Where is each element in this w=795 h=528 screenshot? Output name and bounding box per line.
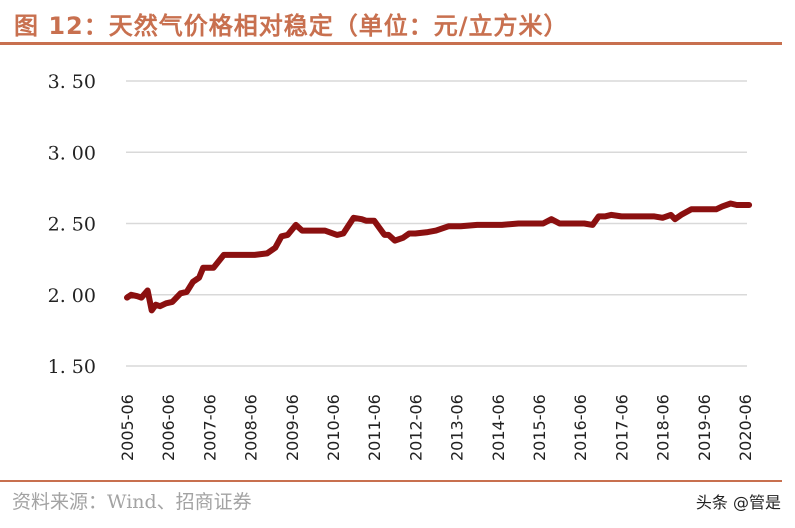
x-tick-label: 2019-06 — [695, 394, 714, 461]
x-tick-label: 2018-06 — [654, 394, 673, 461]
footer-divider — [0, 480, 782, 482]
price-line — [124, 200, 753, 314]
x-tick-label: 2006-06 — [159, 394, 178, 461]
y-tick-label: 1. 50 — [48, 356, 96, 378]
y-tick-label: 2. 50 — [48, 214, 96, 236]
title-divider — [0, 42, 782, 45]
x-tick-label: 2011-06 — [365, 394, 384, 461]
line-chart: 3. 50 3. 00 2. 50 2. 00 1. 50 2005-06 2006-06… — [48, 71, 755, 461]
y-tick-label: 3. 00 — [48, 142, 96, 164]
x-tick-label: 2007-06 — [200, 394, 219, 461]
x-tick-label: 2009-06 — [283, 394, 302, 461]
gridlines — [126, 80, 747, 367]
x-tick-label: 2008-06 — [242, 394, 261, 461]
x-tick-label: 2017-06 — [612, 394, 631, 461]
x-tick-label: 2014-06 — [489, 394, 508, 461]
watermark: 头条 @管是 — [695, 493, 781, 512]
x-tick-label: 2010-06 — [324, 394, 343, 461]
y-tick-label: 3. 50 — [48, 71, 96, 93]
y-tick-label: 2. 00 — [48, 285, 96, 307]
x-tick-label: 2012-06 — [406, 394, 425, 461]
chart-title: 图 12：天然气价格相对稳定（单位：元/立方米） — [14, 12, 569, 40]
x-tick-label: 2005-06 — [118, 394, 137, 461]
x-tick-label: 2020-06 — [736, 394, 755, 461]
source-note: 资料来源：Wind、招商证券 — [12, 491, 252, 513]
y-axis-ticks: 3. 50 3. 00 2. 50 2. 00 1. 50 — [48, 71, 96, 378]
x-tick-label: 2016-06 — [571, 394, 590, 461]
x-tick-label: 2013-06 — [448, 394, 467, 461]
x-tick-label: 2015-06 — [530, 394, 549, 461]
x-axis-ticks: 2005-06 2006-06 2007-06 2008-06 2009-06 2010-… — [118, 394, 755, 461]
